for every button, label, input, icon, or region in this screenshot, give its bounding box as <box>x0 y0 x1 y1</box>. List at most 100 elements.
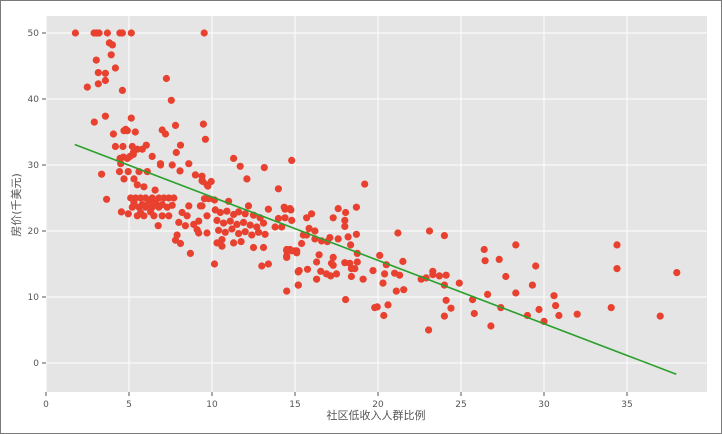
data-point <box>138 201 146 209</box>
data-point <box>329 261 337 269</box>
data-point <box>237 238 245 246</box>
data-point <box>435 272 443 280</box>
data-point <box>550 292 558 300</box>
data-point <box>470 309 478 318</box>
data-point <box>103 195 111 203</box>
data-point <box>196 202 204 210</box>
data-point <box>532 262 540 270</box>
data-point <box>254 228 263 236</box>
data-point <box>235 230 243 238</box>
x-axis-ticks: 0 5 10 15 20 25 30 35 <box>43 392 633 410</box>
y-tick-label: 30 <box>28 161 40 171</box>
data-point <box>185 160 193 168</box>
data-point <box>512 241 520 249</box>
data-point <box>142 141 150 149</box>
x-tick-label: 10 <box>206 400 218 410</box>
data-point <box>353 258 361 266</box>
x-tick-label: 5 <box>126 400 132 410</box>
x-tick-label: 30 <box>538 400 550 410</box>
data-point <box>137 208 145 217</box>
x-tick-label: 15 <box>289 400 300 410</box>
data-point <box>185 202 193 210</box>
data-point <box>98 170 106 178</box>
data-point <box>332 270 341 278</box>
data-point <box>317 267 325 275</box>
data-point <box>119 153 127 161</box>
data-point <box>191 171 199 179</box>
data-point <box>226 217 234 225</box>
data-point <box>140 183 148 191</box>
data-point <box>425 326 433 334</box>
data-point <box>361 180 369 188</box>
data-point <box>481 257 489 265</box>
data-point <box>293 247 301 255</box>
data-point <box>380 311 388 320</box>
data-point <box>210 260 219 268</box>
data-point <box>195 217 203 225</box>
data-point <box>167 96 175 104</box>
data-point <box>495 255 503 263</box>
data-point <box>288 216 296 224</box>
data-point <box>329 214 337 222</box>
y-tick-label: 10 <box>28 293 40 303</box>
data-point <box>278 223 286 231</box>
data-point <box>440 312 448 320</box>
data-point <box>199 120 207 128</box>
data-point <box>161 130 170 138</box>
data-point <box>246 221 254 229</box>
data-point <box>283 287 291 295</box>
data-point <box>442 296 450 304</box>
data-point <box>400 286 408 294</box>
data-point <box>313 258 321 266</box>
data-point <box>244 202 253 210</box>
data-point <box>329 253 337 261</box>
data-point <box>313 275 321 283</box>
data-point <box>200 29 208 37</box>
data-point <box>199 177 207 186</box>
data-point <box>111 64 119 72</box>
data-point <box>129 148 137 157</box>
data-point <box>334 235 342 243</box>
data-point <box>118 86 126 94</box>
data-point <box>119 142 127 151</box>
data-point <box>203 229 211 237</box>
data-point <box>455 279 463 287</box>
data-point <box>249 243 258 252</box>
data-point <box>120 175 128 183</box>
data-point <box>260 164 268 172</box>
data-point <box>334 205 342 213</box>
data-point <box>107 51 115 59</box>
data-point <box>342 208 350 217</box>
data-point <box>264 205 272 213</box>
data-point <box>117 208 125 216</box>
data-point <box>528 281 537 289</box>
data-point <box>487 322 495 330</box>
data-point <box>71 29 79 37</box>
data-point <box>512 289 520 297</box>
data-point <box>369 267 377 275</box>
data-point <box>195 229 203 237</box>
data-point <box>145 198 153 206</box>
data-point <box>103 29 111 37</box>
data-point <box>303 214 311 222</box>
data-point <box>241 228 249 236</box>
data-point <box>168 161 176 169</box>
data-point <box>274 185 282 193</box>
fit-line <box>74 143 677 375</box>
data-point <box>168 201 176 209</box>
data-point <box>109 130 117 138</box>
data-point <box>95 29 103 37</box>
data-point <box>347 241 355 249</box>
x-axis-label: 社区低收入人群比例 <box>327 408 426 422</box>
data-point <box>399 257 407 265</box>
data-point <box>151 186 159 194</box>
data-point <box>341 222 349 230</box>
data-point <box>94 69 102 77</box>
data-point <box>342 296 350 304</box>
data-point <box>281 214 289 222</box>
data-point <box>101 76 109 85</box>
x-tick-label: 35 <box>621 400 632 410</box>
data-point <box>94 80 102 88</box>
data-point <box>170 194 178 202</box>
data-point <box>176 167 184 175</box>
